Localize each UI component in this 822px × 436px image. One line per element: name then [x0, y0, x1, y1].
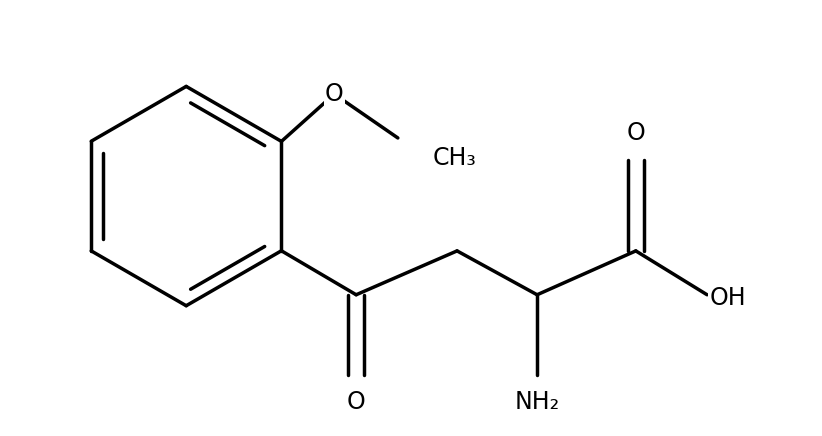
Text: OH: OH: [709, 286, 746, 310]
Text: CH₃: CH₃: [433, 146, 477, 170]
Text: NH₂: NH₂: [515, 390, 560, 414]
Text: O: O: [325, 82, 344, 106]
Text: O: O: [626, 120, 645, 144]
Text: O: O: [347, 390, 366, 414]
